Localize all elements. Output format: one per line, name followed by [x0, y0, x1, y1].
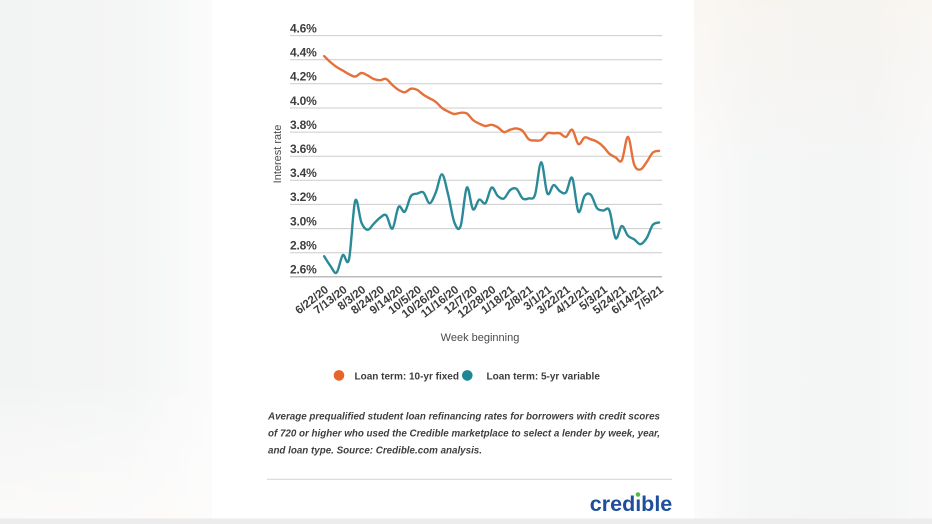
svg-text:Week beginning: Week beginning: [441, 332, 520, 344]
svg-text:Loan term: 5-yr variable: Loan term: 5-yr variable: [487, 371, 601, 382]
svg-text:credıble: credıble: [590, 492, 672, 516]
svg-text:3.8%: 3.8%: [290, 118, 317, 132]
svg-text:4.2%: 4.2%: [290, 70, 317, 84]
svg-text:and loan type. Source: Credibl: and loan type. Source: Credible.com anal…: [268, 445, 482, 456]
svg-text:3.6%: 3.6%: [290, 142, 317, 156]
svg-text:2.8%: 2.8%: [290, 239, 317, 253]
svg-text:2.6%: 2.6%: [290, 263, 317, 277]
svg-text:4.6%: 4.6%: [290, 21, 317, 35]
svg-text:Average prequalified student l: Average prequalified student loan refina…: [267, 411, 661, 422]
svg-text:4.0%: 4.0%: [290, 94, 317, 108]
svg-text:3.2%: 3.2%: [290, 190, 317, 204]
svg-text:Loan term: 10-yr fixed: Loan term: 10-yr fixed: [355, 371, 459, 382]
svg-text:3.0%: 3.0%: [290, 214, 317, 228]
svg-text:3.4%: 3.4%: [290, 166, 317, 180]
svg-text:of 720 or higher who used the: of 720 or higher who used the Credible m…: [268, 428, 660, 439]
svg-text:4.4%: 4.4%: [290, 46, 317, 60]
svg-text:Interest rate: Interest rate: [272, 125, 284, 184]
